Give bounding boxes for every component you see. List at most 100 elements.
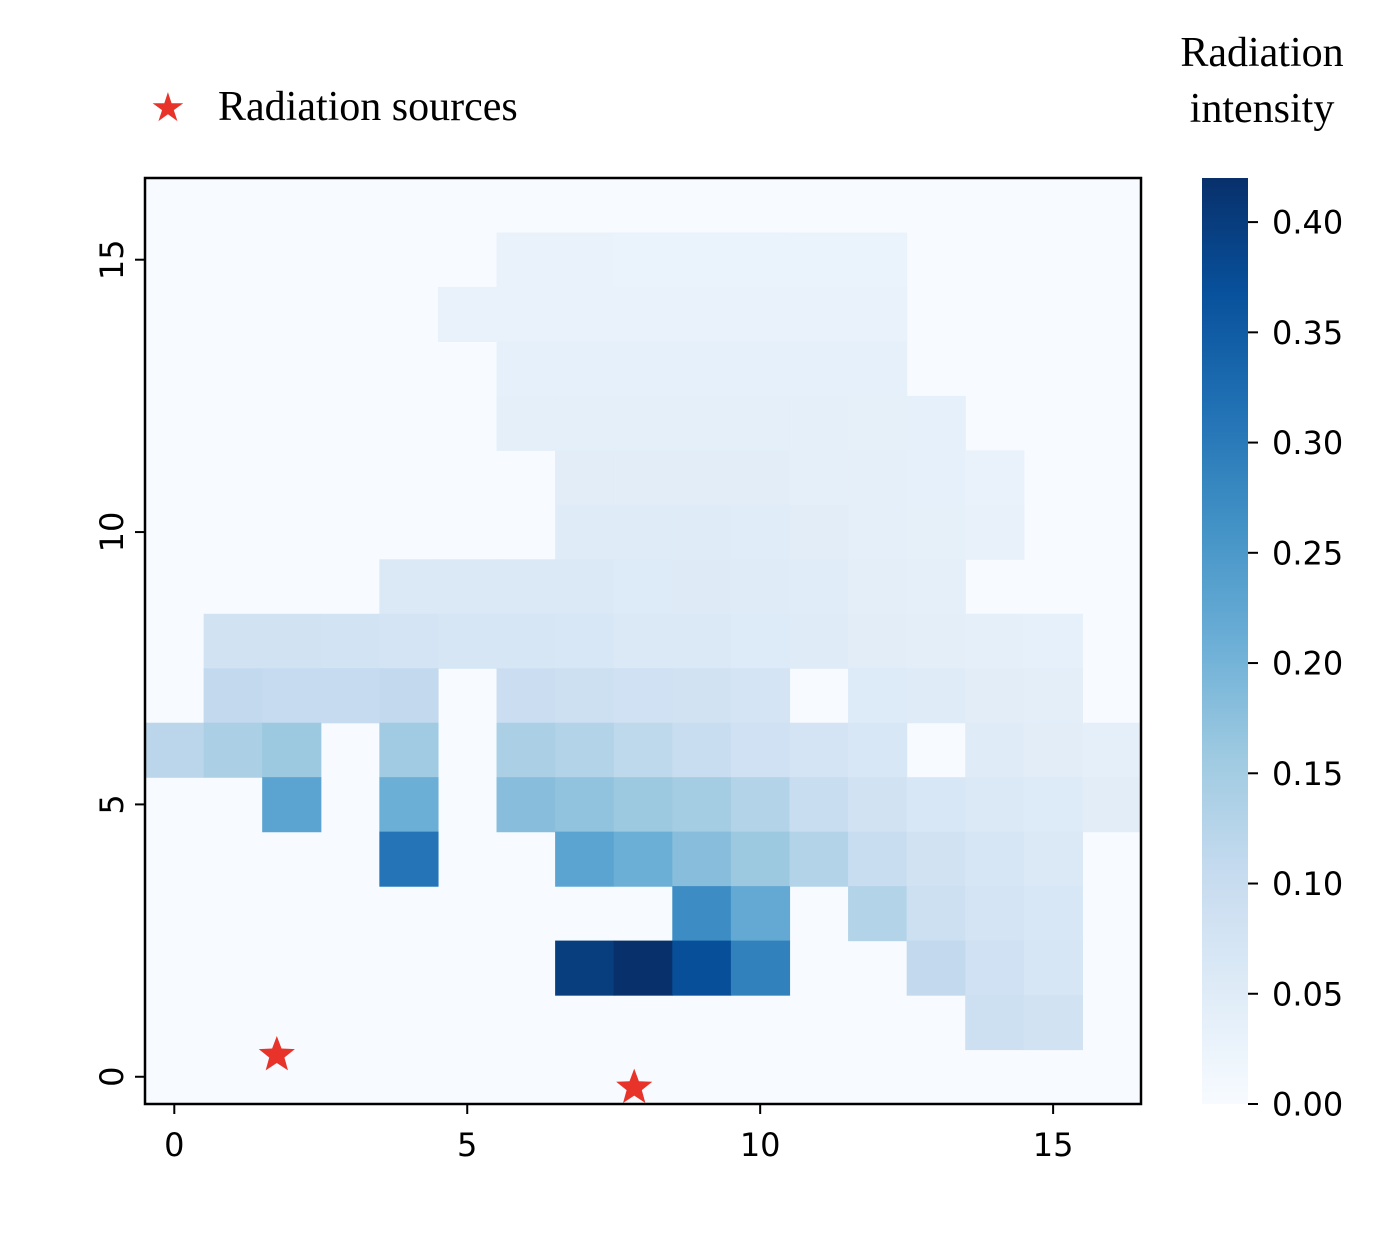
heatmap-cell	[965, 995, 1025, 1051]
heatmap-cell	[437, 286, 498, 343]
radiation-source-star-icon	[616, 1068, 653, 1104]
heatmap-cell	[320, 613, 380, 669]
heatmap-cell	[1023, 613, 1084, 669]
heatmap-cell	[906, 886, 966, 942]
heatmap-cell	[437, 613, 498, 669]
heatmap-cell	[848, 886, 908, 942]
heatmap-cell	[789, 613, 849, 669]
heatmap-cell	[848, 286, 908, 343]
heatmap-cell	[437, 559, 498, 615]
colorbar-tick-label: 0.05	[1272, 975, 1343, 1013]
heatmap-cell	[613, 777, 673, 833]
y-axis: 0 5 10 15	[93, 239, 145, 1087]
colorbar-tick-label: 0.35	[1272, 314, 1343, 352]
heatmap-cell	[906, 395, 966, 451]
heatmap-cell	[555, 722, 615, 778]
heatmap-cell	[613, 504, 673, 560]
y-tick-label: 5	[93, 794, 131, 814]
colorbar-tick-label: 0.30	[1272, 424, 1343, 462]
heatmap-cell	[496, 613, 556, 669]
heatmap-cell	[613, 341, 673, 397]
heatmap-cell	[1023, 777, 1084, 833]
heatmap-cell	[672, 450, 732, 506]
heatmap-cell	[730, 668, 791, 724]
heatmap-cell	[789, 341, 849, 397]
colorbar-ticks: 0.00 0.05 0.10 0.15 0.20 0.25 0.30 0.35 0.40	[1248, 204, 1343, 1124]
colorbar-tick-label: 0.20	[1272, 645, 1343, 683]
heatmap-cell	[789, 232, 849, 288]
heatmap-cell	[789, 777, 849, 833]
radiation-source-star-icon	[258, 1035, 295, 1071]
heatmap-cell	[613, 450, 673, 506]
y-tick-label: 10	[93, 512, 131, 553]
heatmap-cell	[848, 613, 908, 669]
heatmap-cell	[555, 341, 615, 397]
heatmap-cell	[848, 777, 908, 833]
heatmap-cell	[906, 559, 966, 615]
heatmap-cell	[906, 940, 966, 996]
heatmap-cell	[730, 940, 791, 996]
heatmap-cell	[906, 450, 966, 506]
x-tick-label: 0	[164, 1126, 184, 1164]
heatmap-cell	[730, 286, 791, 343]
colorbar-title-line-1: Radiation	[1180, 30, 1343, 76]
heatmap-cell	[379, 613, 439, 669]
heatmap-cell	[789, 722, 849, 778]
legend-label: Radiation sources	[218, 84, 518, 130]
legend-star-icon: ★	[150, 85, 186, 131]
heatmap-cell	[848, 668, 908, 724]
heatmap-cell	[496, 395, 556, 451]
colorbar: Radiation intensity 0.00 0.05 0.10 0.15 0.20…	[1180, 30, 1343, 1124]
heatmap-cell	[848, 831, 908, 887]
heatmap-cell	[848, 395, 908, 451]
heatmap-cell	[672, 286, 732, 343]
heatmap-cell	[203, 668, 263, 724]
legend: ★ Radiation sources	[150, 84, 518, 131]
heatmap-cell	[555, 777, 615, 833]
heatmap-cell	[555, 613, 615, 669]
heatmap-cell	[730, 613, 791, 669]
y-tick-label: 15	[93, 239, 131, 280]
heatmap-cell	[379, 722, 439, 778]
heatmap-cell	[730, 504, 791, 560]
heatmap-cell	[789, 450, 849, 506]
heatmap-cell	[555, 504, 615, 560]
heatmap-cell	[965, 450, 1025, 506]
heatmap-cell	[555, 395, 615, 451]
heatmap-cell	[848, 450, 908, 506]
heatmap-cell	[906, 613, 966, 669]
heatmap-cell	[672, 341, 732, 397]
heatmap-cell	[262, 722, 322, 778]
heatmap-cell	[730, 722, 791, 778]
heatmap-cell	[613, 613, 673, 669]
heatmap-cell	[965, 504, 1025, 560]
heatmap-cell	[730, 777, 791, 833]
heatmap-cell	[672, 395, 732, 451]
heatmap-cell	[1023, 886, 1084, 942]
heatmap-cell	[262, 668, 322, 724]
heatmap-cell	[145, 722, 205, 778]
heatmap-cell	[555, 286, 615, 343]
heatmap-cell	[555, 450, 615, 506]
heatmap-cell	[613, 232, 673, 288]
heatmap-cell	[789, 559, 849, 615]
heatmap-cell	[496, 286, 556, 343]
heatmap-cell	[203, 613, 263, 669]
heatmap-cell	[496, 668, 556, 724]
heatmap-cell	[672, 940, 732, 996]
colorbar-tick-label: 0.25	[1272, 534, 1343, 572]
heatmap-cell	[555, 232, 615, 288]
heatmap-cell	[613, 395, 673, 451]
heatmap-cell	[1023, 940, 1084, 996]
heatmap-cell	[555, 940, 615, 996]
heatmap-cell	[555, 559, 615, 615]
colorbar-gradient	[1202, 178, 1248, 1104]
heatmap-cell	[379, 668, 439, 724]
heatmap-cell	[1023, 831, 1084, 887]
colorbar-tick-label: 0.10	[1272, 865, 1343, 903]
heatmap-cell	[496, 722, 556, 778]
x-axis: 0 5 10 15	[164, 1104, 1073, 1164]
colorbar-tick-label: 0.15	[1272, 755, 1343, 793]
heatmap-cell	[730, 831, 791, 887]
